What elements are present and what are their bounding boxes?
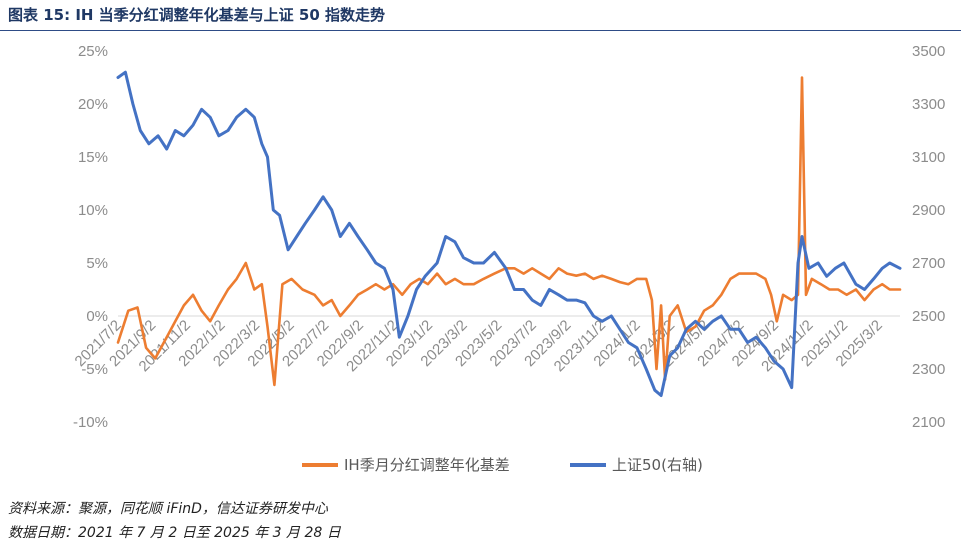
left-tick-label: 15% [78,149,108,166]
date-note: 数据日期：2021 年 7 月 2 日至 2025 年 3 月 28 日 [8,525,341,541]
chart-title: 图表 15: IH 当季分红调整年化基差与上证 50 指数走势 [8,6,385,24]
index-series-line [116,70,902,397]
basis-series-line [116,76,902,387]
left-tick-label: -5% [81,361,108,378]
right-tick-label: 2900 [912,202,945,219]
title-divider [0,30,961,31]
left-tick-label: 25% [78,43,108,60]
left-tick-label: 0% [86,308,108,325]
footnotes: 资料来源：聚源，同花顺 iFinD，信达证券研发中心 数据日期：2021 年 7… [8,497,341,545]
right-tick-label: 2300 [912,361,945,378]
right-tick-label: 3500 [912,43,945,60]
chart-canvas: -10% -5% 0% 5% 10% 15% 20% 25% 2100 2300 2500 2700… [72,43,946,474]
source-note: 资料来源：聚源，同花顺 iFinD，信达证券研发中心 [8,501,328,517]
right-tick-label: 3300 [912,96,945,113]
right-tick-label: 2500 [912,308,945,325]
right-tick-label: 2700 [912,255,945,272]
left-axis: -10% -5% 0% 5% 10% 15% 20% 25% [73,43,108,431]
legend: IH季月分红调整年化基差 上证50(右轴) [302,456,703,474]
series-layer [116,70,902,397]
left-tick-label: 20% [78,96,108,113]
right-tick-label: 3100 [912,149,945,166]
left-tick-label: 10% [78,202,108,219]
right-tick-label: 2100 [912,414,945,431]
left-tick-label: -10% [73,414,108,431]
left-tick-label: 5% [86,255,108,272]
right-axis: 2100 2300 2500 2700 2900 3100 3300 3500 [912,43,945,431]
legend-label-index: 上证50(右轴) [612,456,703,474]
legend-label-basis: IH季月分红调整年化基差 [344,456,510,474]
